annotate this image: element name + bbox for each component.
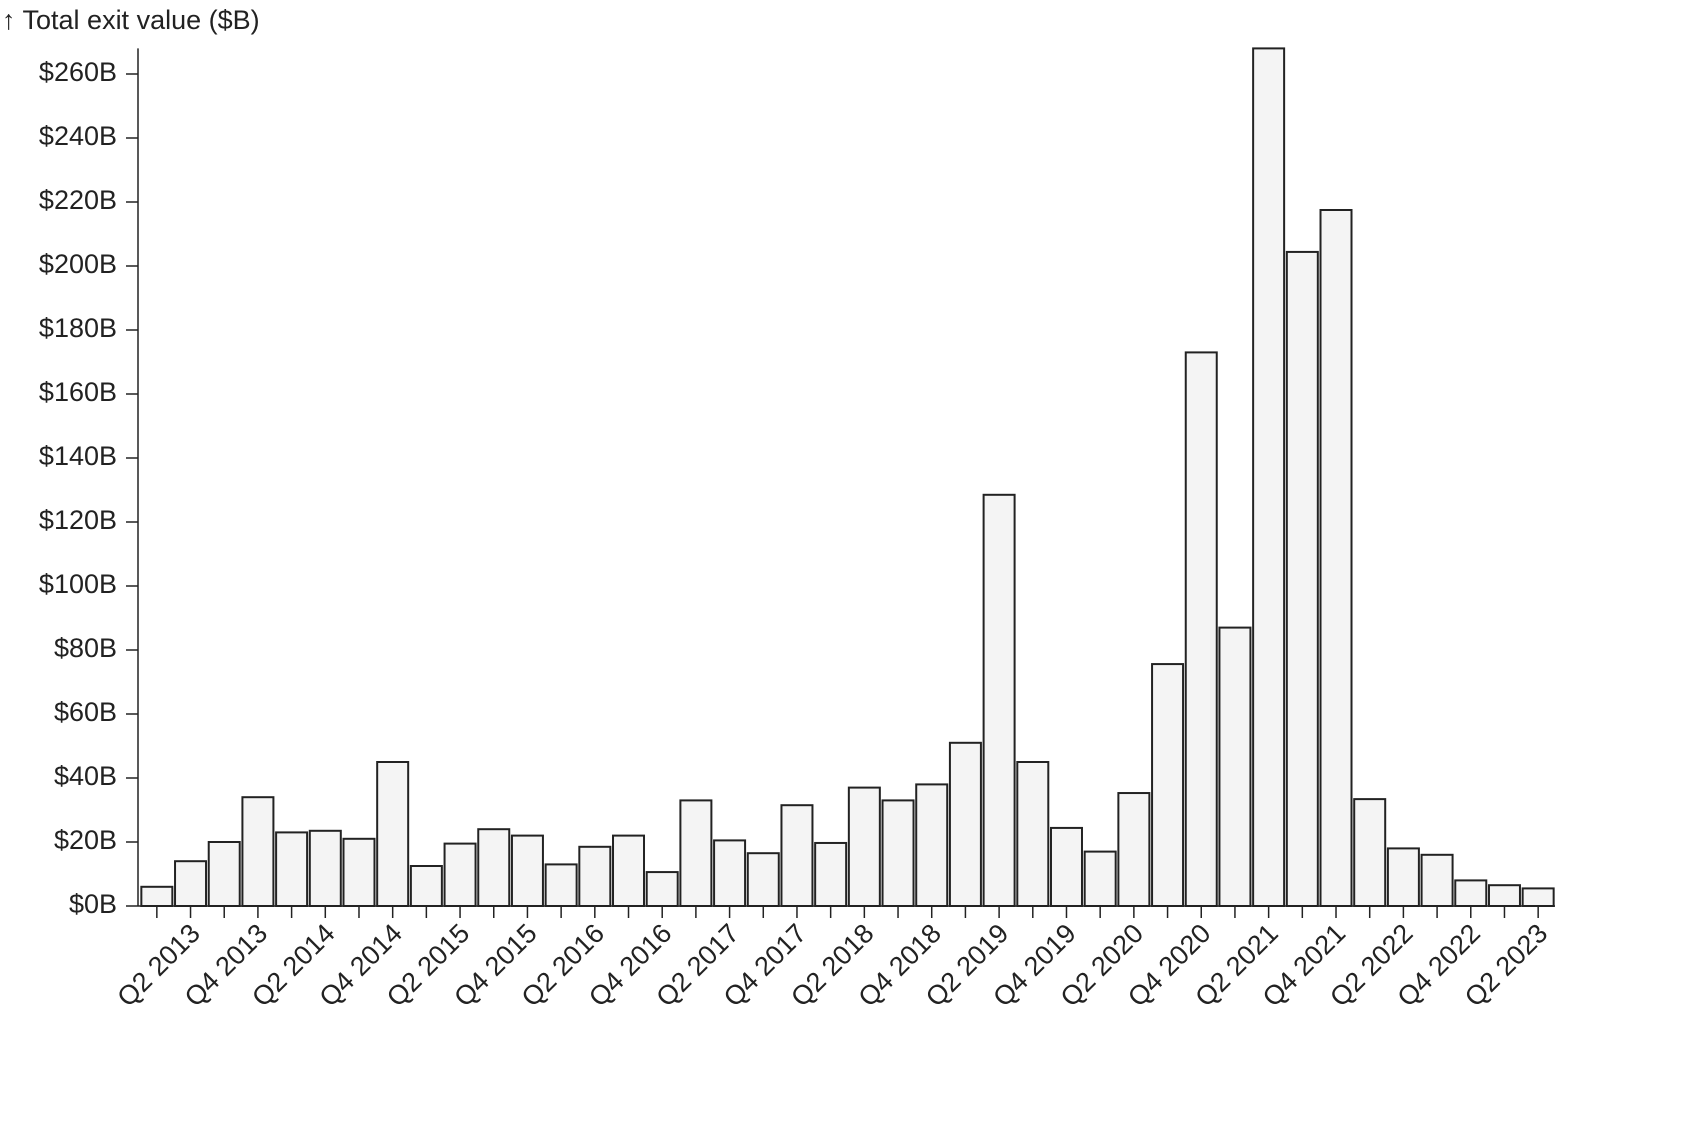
y-tick-label: $180B	[39, 313, 117, 343]
bar	[847, 786, 881, 907]
bar	[1184, 351, 1218, 907]
bar	[1252, 47, 1286, 907]
bar	[241, 796, 275, 908]
y-tick-label: $140B	[39, 441, 117, 471]
bar	[746, 852, 780, 908]
bar	[645, 871, 679, 908]
bar	[612, 834, 646, 907]
bar	[1386, 847, 1420, 908]
y-tick-label: $160B	[39, 377, 117, 407]
y-axis-label: ↑ Total exit value ($B)	[2, 5, 260, 35]
y-tick-label: $20B	[54, 825, 117, 855]
y-tick-label: $200B	[39, 249, 117, 279]
y-tick-label: $120B	[39, 505, 117, 535]
bar	[207, 841, 241, 907]
y-tick-label: $60B	[54, 697, 117, 727]
bar	[443, 842, 477, 907]
bar	[881, 799, 915, 908]
y-tick-label: $100B	[39, 569, 117, 599]
bar	[1285, 250, 1319, 908]
bar	[1454, 879, 1488, 908]
bar	[510, 834, 544, 907]
bar	[915, 783, 949, 908]
bar	[1151, 663, 1185, 908]
bar	[1218, 626, 1252, 907]
bar	[1049, 826, 1083, 907]
bar	[982, 493, 1016, 907]
bar	[578, 845, 612, 907]
bar	[948, 741, 982, 907]
bar	[1420, 853, 1454, 907]
bar	[1016, 761, 1050, 907]
bar	[1319, 209, 1353, 907]
bar	[308, 829, 342, 907]
y-tick-label: $0B	[69, 889, 117, 919]
bar	[1353, 798, 1387, 907]
bar	[679, 799, 713, 908]
bar	[1083, 850, 1117, 907]
bar	[780, 804, 814, 908]
y-tick-label: $80B	[54, 633, 117, 663]
y-tick-label: $40B	[54, 761, 117, 791]
bar	[174, 860, 208, 908]
bar	[409, 865, 443, 907]
bar	[1117, 792, 1151, 907]
bar	[477, 828, 511, 908]
y-tick-label: $240B	[39, 121, 117, 151]
bar	[1521, 887, 1555, 908]
bar	[713, 839, 747, 908]
bar	[544, 863, 578, 908]
bar	[814, 841, 848, 908]
bar	[376, 761, 410, 907]
y-tick-label: $260B	[39, 57, 117, 87]
bar	[275, 831, 309, 908]
bar	[140, 885, 174, 907]
bar	[342, 837, 376, 907]
y-tick-label: $220B	[39, 185, 117, 215]
bar	[1487, 884, 1521, 908]
